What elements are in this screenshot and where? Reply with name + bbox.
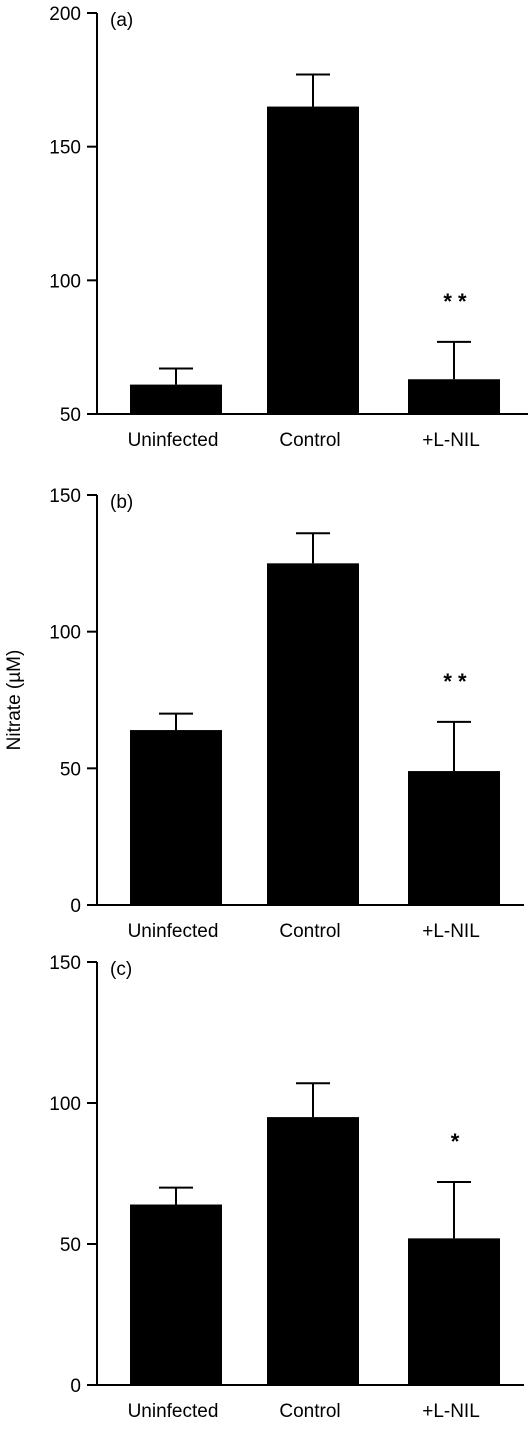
panel-label: (a) <box>110 10 133 31</box>
y-tick-label: 50 <box>60 1235 81 1256</box>
y-tick-label: 150 <box>49 953 81 974</box>
y-tick-label: 150 <box>49 138 81 159</box>
bar <box>267 563 359 905</box>
y-tick-label: 150 <box>49 486 81 507</box>
y-tick-label: 100 <box>49 1094 81 1115</box>
x-tick-label: Control <box>279 430 340 451</box>
panel-label: (c) <box>110 959 132 980</box>
y-tick-label: 0 <box>70 1376 81 1397</box>
bar <box>130 730 222 905</box>
x-tick-label: Uninfected <box>128 921 219 942</box>
chart-panel-2: 0 50 100 150 (b) Uninfected Control * * +L-NIL <box>49 486 524 942</box>
bar <box>408 379 500 414</box>
bar <box>130 1204 222 1385</box>
y-tick-label: 50 <box>60 405 81 426</box>
y-tick-label: 0 <box>70 896 81 917</box>
chart-panel-3: 0 50 100 150 (c) Uninfected Control * +L-NIL <box>49 953 524 1422</box>
bar <box>408 771 500 905</box>
x-tick-label: Uninfected <box>128 1401 219 1422</box>
x-tick-label: +L-NIL <box>422 430 480 451</box>
x-tick-label: Control <box>279 1401 340 1422</box>
bar <box>267 106 359 415</box>
y-tick-label: 200 <box>49 4 81 25</box>
bar <box>408 1238 500 1385</box>
y-axis-label: Nitrate (µM) <box>4 650 25 751</box>
y-tick-label: 50 <box>60 759 81 780</box>
y-tick-label: 100 <box>49 271 81 292</box>
x-tick-label: +L-NIL <box>422 921 480 942</box>
panel-label: (b) <box>110 492 133 513</box>
significance-marker: * * <box>443 669 467 694</box>
bar <box>130 384 222 414</box>
x-tick-label: +L-NIL <box>422 1401 480 1422</box>
significance-marker: * * <box>443 289 467 314</box>
bar <box>267 1117 359 1385</box>
y-tick-label: 100 <box>49 623 81 644</box>
significance-marker: * <box>451 1129 460 1154</box>
x-tick-label: Uninfected <box>128 430 219 451</box>
x-tick-label: Control <box>279 921 340 942</box>
chart-panel-1: 50 100 150 200 (a) Uninfected Control * * +L-NIL <box>49 4 528 451</box>
